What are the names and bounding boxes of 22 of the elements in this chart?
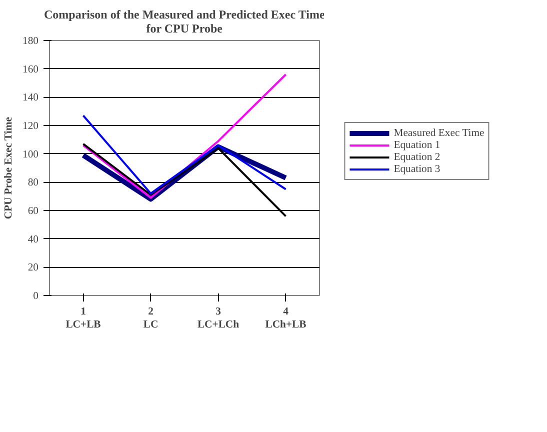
legend-label: Equation 2 [394, 151, 440, 163]
y-tick-label: 120 [22, 121, 38, 132]
line-series [82, 114, 287, 194]
line-series [82, 142, 287, 218]
legend-label: Equation 3 [394, 163, 440, 175]
y-axis-title: CPU Probe Exec Time [4, 116, 15, 220]
x-tick-label: 3 LC+LCh [197, 306, 240, 331]
y-tick-label: 140 [22, 92, 38, 104]
y-tick-label: 180 [22, 36, 38, 47]
line-series [82, 74, 287, 199]
x-tick-label: 1 LC+LB [66, 306, 101, 331]
y-tick-label: 160 [22, 64, 38, 76]
y-tick-label: 40 [28, 234, 38, 246]
x-tick-label: 2 LC [143, 306, 158, 331]
y-tick-label: 0 [33, 291, 38, 302]
y-tick-label: 20 [28, 262, 38, 274]
legend-label: Equation 1 [394, 139, 440, 151]
y-tick-label: 80 [28, 178, 38, 189]
y-tick-label: 100 [22, 149, 38, 160]
y-tick-label: 60 [28, 206, 38, 217]
legend-label: Measured Exec Time [394, 127, 484, 139]
x-tick-label: 4 LCh+LB [265, 306, 306, 331]
